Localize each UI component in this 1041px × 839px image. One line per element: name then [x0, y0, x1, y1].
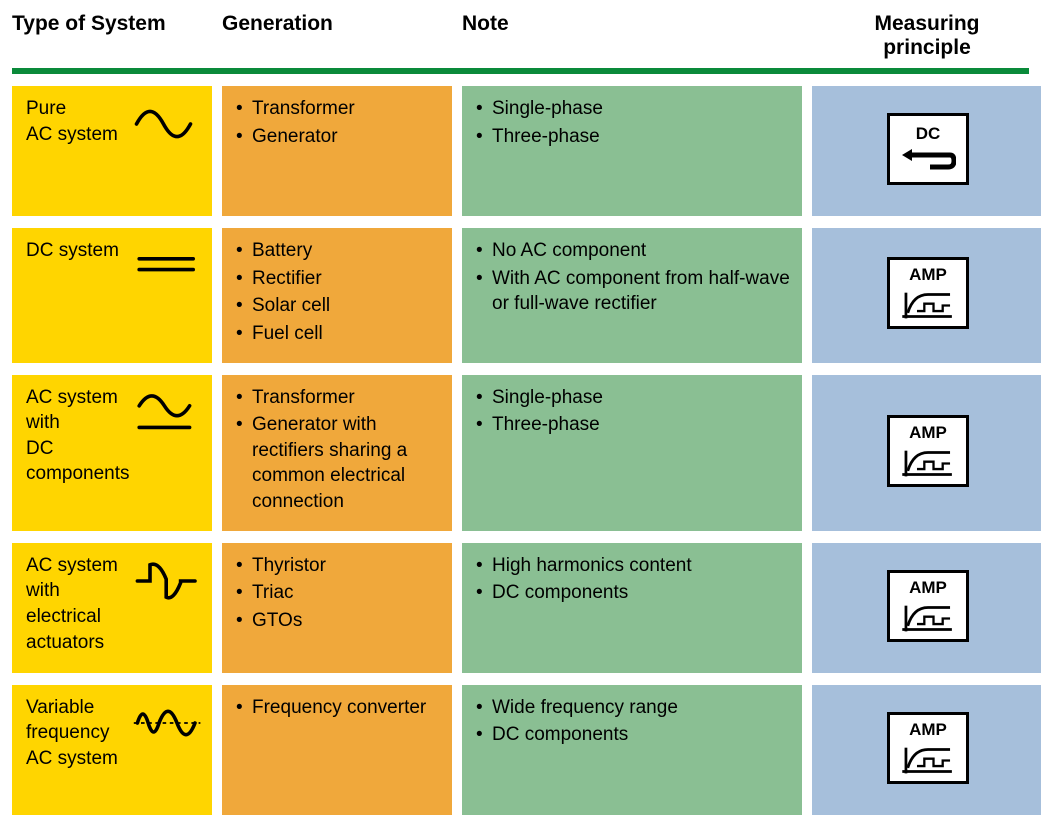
note-list: Single-phaseThree-phase	[476, 385, 790, 438]
type-cell: AC system with DC components	[12, 375, 212, 531]
generation-cell: Frequency converter	[222, 685, 452, 815]
table-row: Pure AC system TransformerGenerator Single…	[12, 86, 1029, 216]
note-cell: No AC componentWith AC component from ha…	[462, 228, 802, 363]
note-item: Single-phase	[476, 96, 790, 122]
generation-item: Transformer	[236, 96, 440, 122]
note-cell: Single-phaseThree-phase	[462, 86, 802, 216]
header-generation: Generation	[222, 12, 452, 60]
generation-cell: TransformerGenerator with rectifiers sha…	[222, 375, 452, 531]
measuring-cell: AMP	[812, 375, 1041, 531]
measuring-icon-amp: AMP	[887, 570, 969, 642]
generation-item: Rectifier	[236, 266, 440, 292]
header-note: Note	[462, 12, 802, 60]
measuring-cell: AMP	[812, 685, 1041, 815]
note-list: Single-phaseThree-phase	[476, 96, 790, 149]
note-item: DC components	[476, 580, 790, 606]
type-label: AC system with DC components	[26, 385, 141, 488]
separator-bar	[12, 68, 1029, 74]
type-label: DC system	[26, 238, 141, 264]
generation-item: GTOs	[236, 608, 440, 634]
measuring-icon-amp: AMP	[887, 415, 969, 487]
note-item: High harmonics content	[476, 553, 790, 579]
generation-list: Frequency converter	[236, 695, 440, 721]
generation-item: Generator	[236, 124, 440, 150]
type-label: AC system with electrical actuators	[26, 553, 141, 656]
note-item: With AC component from half-wave or full…	[476, 266, 790, 317]
note-list: High harmonics contentDC components	[476, 553, 790, 606]
type-cell: Variable frequency AC system	[12, 685, 212, 815]
measuring-icon-amp: AMP	[887, 712, 969, 784]
note-cell: High harmonics contentDC components	[462, 543, 802, 673]
note-item: No AC component	[476, 238, 790, 264]
note-item: Wide frequency range	[476, 695, 790, 721]
generation-cell: TransformerGenerator	[222, 86, 452, 216]
note-cell: Wide frequency rangeDC components	[462, 685, 802, 815]
header-measuring: Measuring principle	[812, 12, 1041, 60]
generation-item: Triac	[236, 580, 440, 606]
table-row: Variable frequency AC system Frequency c…	[12, 685, 1029, 815]
measuring-icon-label: AMP	[909, 264, 947, 287]
generation-cell: BatteryRectifierSolar cellFuel cell	[222, 228, 452, 363]
table-body: Pure AC systemTransformerGeneratorSingle…	[12, 86, 1029, 815]
measuring-icon-label: AMP	[909, 422, 947, 445]
generation-list: TransformerGenerator	[236, 96, 440, 149]
measuring-icon-label: DC	[916, 123, 941, 146]
note-item: DC components	[476, 722, 790, 748]
note-list: Wide frequency rangeDC components	[476, 695, 790, 748]
type-cell: Pure AC system	[12, 86, 212, 216]
measuring-icon-label: AMP	[909, 719, 947, 742]
header-type: Type of System	[12, 12, 212, 60]
type-label: Variable frequency AC system	[26, 695, 141, 772]
table-header: Type of System Generation Note Measuring…	[12, 12, 1029, 68]
generation-item: Fuel cell	[236, 321, 440, 347]
generation-list: ThyristorTriacGTOs	[236, 553, 440, 634]
measuring-cell: DC	[812, 86, 1041, 216]
generation-item: Generator with rectifiers sharing a comm…	[236, 412, 440, 515]
generation-item: Battery	[236, 238, 440, 264]
generation-list: TransformerGenerator with rectifiers sha…	[236, 385, 440, 515]
table-row: AC system with electrical actuators Thyri…	[12, 543, 1029, 673]
type-cell: DC system	[12, 228, 212, 363]
generation-item: Transformer	[236, 385, 440, 411]
note-item: Single-phase	[476, 385, 790, 411]
note-cell: Single-phaseThree-phase	[462, 375, 802, 531]
measuring-icon-label: AMP	[909, 577, 947, 600]
table-row: AC system with DC components TransformerG…	[12, 375, 1029, 531]
generation-item: Solar cell	[236, 293, 440, 319]
measuring-cell: AMP	[812, 543, 1041, 673]
note-list: No AC componentWith AC component from ha…	[476, 238, 790, 317]
table-row: DC system BatteryRectifierSolar cellFuel …	[12, 228, 1029, 363]
type-cell: AC system with electrical actuators	[12, 543, 212, 673]
note-item: Three-phase	[476, 124, 790, 150]
generation-list: BatteryRectifierSolar cellFuel cell	[236, 238, 440, 347]
measuring-icon-dc: DC	[887, 113, 969, 185]
generation-cell: ThyristorTriacGTOs	[222, 543, 452, 673]
note-item: Three-phase	[476, 412, 790, 438]
measuring-icon-amp: AMP	[887, 257, 969, 329]
measuring-cell: AMP	[812, 228, 1041, 363]
generation-item: Frequency converter	[236, 695, 440, 721]
type-label: Pure AC system	[26, 96, 141, 147]
generation-item: Thyristor	[236, 553, 440, 579]
